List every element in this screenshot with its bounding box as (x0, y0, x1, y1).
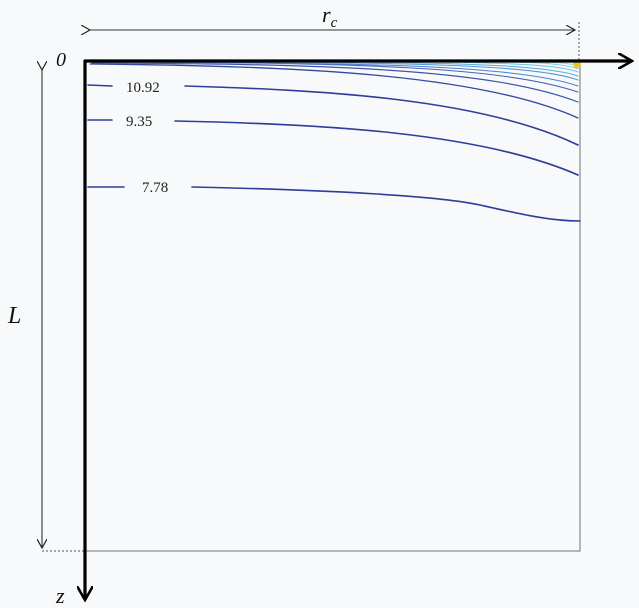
domain-box (84, 60, 581, 552)
contour-line (87, 186, 581, 222)
contour-label: 10.92 (126, 80, 160, 96)
contour-line (87, 119, 579, 176)
contour-label: 7.78 (142, 180, 168, 196)
l-label: L (7, 303, 21, 329)
contour-label: 9.35 (126, 114, 152, 130)
contour-line (91, 62, 579, 103)
contour-line (87, 84, 579, 146)
origin-label: 0 (56, 49, 66, 71)
contour-line (89, 63, 579, 119)
rc-label: rc (322, 2, 338, 31)
z-axis-label: z (55, 583, 65, 608)
contour-lines (87, 61, 581, 222)
contour-line (439, 61, 579, 73)
